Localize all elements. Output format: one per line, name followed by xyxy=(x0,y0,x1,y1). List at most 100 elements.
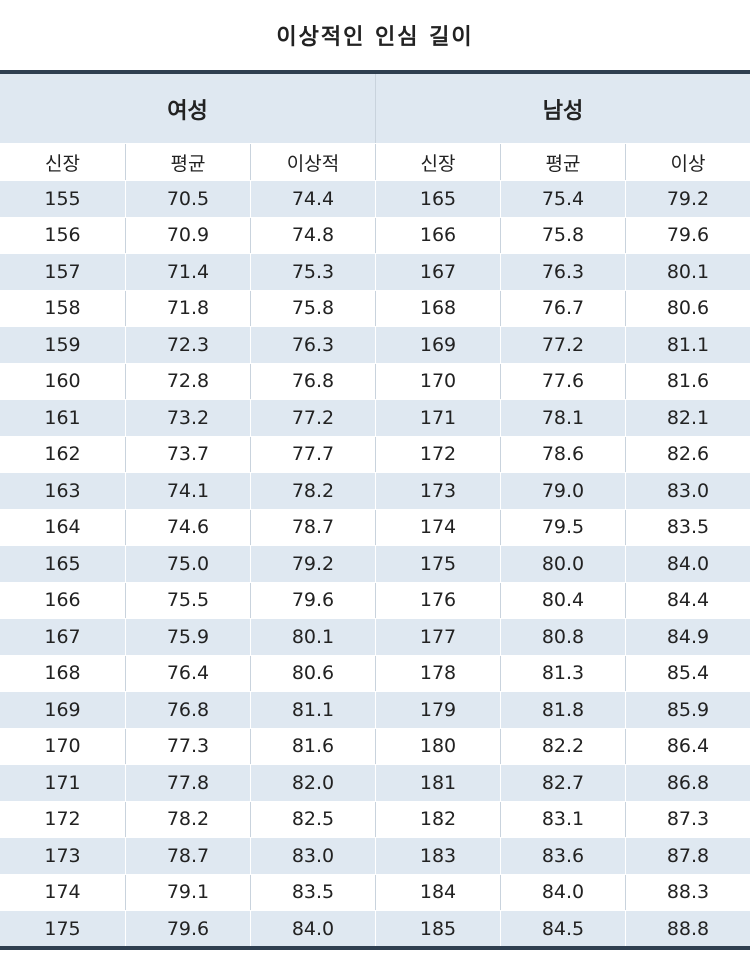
table-cell: 80.0 xyxy=(500,546,625,582)
table-row: 172 78.2 82.5 182 83.1 87.3 xyxy=(0,800,750,837)
table-cell: 83.6 xyxy=(500,838,625,874)
table-row: 166 75.5 79.6 176 80.4 84.4 xyxy=(0,581,750,618)
table-row: 156 70.9 74.8 166 75.8 79.6 xyxy=(0,216,750,253)
table-cell: 176 xyxy=(375,582,500,618)
table-cell: 161 xyxy=(44,406,81,429)
table-cell: 81.6 xyxy=(250,728,375,764)
table-cell: 178 xyxy=(375,655,500,691)
table-row: 169 76.8 81.1 179 81.8 85.9 xyxy=(0,691,750,728)
table-row: 163 74.1 78.2 173 79.0 83.0 xyxy=(0,472,750,509)
table-body: 155 70.5 74.4 165 75.4 79.2 156 70.9 74.8 166 75.8… xyxy=(0,180,750,946)
table-cell: 76.4 xyxy=(125,655,250,691)
table-cell: 73.2 xyxy=(125,400,250,436)
group-label: 남성 xyxy=(375,74,750,143)
table-cell: 82.7 xyxy=(500,765,625,801)
table-cell: 157 xyxy=(44,260,81,283)
table-cell: 80.6 xyxy=(625,290,750,326)
table-cell: 159 xyxy=(44,333,81,356)
table-cell: 76.8 xyxy=(125,692,250,728)
table-cell: 170 xyxy=(375,363,500,399)
table-cell: 81.6 xyxy=(625,363,750,399)
table-cell: 74.1 xyxy=(125,473,250,509)
table-cell: 78.2 xyxy=(250,473,375,509)
table-cell: 71.8 xyxy=(125,290,250,326)
table-cell: 74.4 xyxy=(250,181,375,217)
table-cell: 183 xyxy=(375,838,500,874)
title: 이상적인 인심 길이 xyxy=(276,25,474,50)
table-row: 175 79.6 84.0 185 84.5 88.8 xyxy=(0,910,750,946)
table-cell: 73.7 xyxy=(125,436,250,472)
table-cell: 174 xyxy=(44,881,81,904)
column-label: 이상 xyxy=(625,144,750,180)
group-label: 여성 xyxy=(167,98,208,124)
table-cell: 83.0 xyxy=(625,473,750,509)
column-label: 평균 xyxy=(125,144,250,180)
table-cell: 71.4 xyxy=(125,254,250,290)
column-label: 신장 xyxy=(375,144,500,180)
table-cell: 75.9 xyxy=(125,619,250,655)
table-cell: 80.1 xyxy=(625,254,750,290)
table-cell: 79.5 xyxy=(500,509,625,545)
table-cell: 75.4 xyxy=(500,181,625,217)
table-cell: 165 xyxy=(375,181,500,217)
table-cell: 168 xyxy=(44,662,81,685)
table-cell: 83.5 xyxy=(625,509,750,545)
table-row: 167 75.9 80.1 177 80.8 84.9 xyxy=(0,618,750,655)
table-cell: 173 xyxy=(375,473,500,509)
table-cell: 171 xyxy=(375,400,500,436)
table-cell: 79.6 xyxy=(125,911,250,946)
table-cell: 180 xyxy=(375,728,500,764)
table-cell: 82.2 xyxy=(500,728,625,764)
table-cell: 88.3 xyxy=(625,874,750,910)
table-cell: 83.1 xyxy=(500,801,625,837)
table-row: 171 77.8 82.0 181 82.7 86.8 xyxy=(0,764,750,801)
column-label: 이상적 xyxy=(250,144,375,180)
table-cell: 81.8 xyxy=(500,692,625,728)
table-cell: 79.6 xyxy=(250,582,375,618)
table-cell: 155 xyxy=(44,187,81,210)
table-cell: 173 xyxy=(44,844,81,867)
table-cell: 80.8 xyxy=(500,619,625,655)
table-cell: 160 xyxy=(44,370,81,393)
table-cell: 77.8 xyxy=(125,765,250,801)
table-cell: 84.4 xyxy=(625,582,750,618)
table-cell: 182 xyxy=(375,801,500,837)
table-row: 173 78.7 83.0 183 83.6 87.8 xyxy=(0,837,750,874)
table-cell: 80.6 xyxy=(250,655,375,691)
table-cell: 74.6 xyxy=(125,509,250,545)
table-cell: 84.0 xyxy=(250,911,375,946)
table-cell: 83.0 xyxy=(250,838,375,874)
table-row: 170 77.3 81.6 180 82.2 86.4 xyxy=(0,727,750,764)
table-cell: 86.4 xyxy=(625,728,750,764)
table-cell: 163 xyxy=(44,479,81,502)
table-cell: 75.8 xyxy=(500,217,625,253)
table-cell: 84.0 xyxy=(625,546,750,582)
table-cell: 75.0 xyxy=(125,546,250,582)
table-cell: 84.5 xyxy=(500,911,625,946)
table-cell: 82.1 xyxy=(625,400,750,436)
table-row: 168 76.4 80.6 178 81.3 85.4 xyxy=(0,654,750,691)
table-cell: 167 xyxy=(44,625,81,648)
table-cell: 83.5 xyxy=(250,874,375,910)
table-cell: 74.8 xyxy=(250,217,375,253)
table-cell: 79.2 xyxy=(250,546,375,582)
table-cell: 76.8 xyxy=(250,363,375,399)
table-cell: 166 xyxy=(375,217,500,253)
table-row: 158 71.8 75.8 168 76.7 80.6 xyxy=(0,289,750,326)
table-row: 161 73.2 77.2 171 78.1 82.1 xyxy=(0,399,750,436)
table-row: 155 70.5 74.4 165 75.4 79.2 xyxy=(0,180,750,217)
table-cell: 79.2 xyxy=(625,181,750,217)
table-cell: 78.1 xyxy=(500,400,625,436)
table-cell: 184 xyxy=(375,874,500,910)
table-cell: 77.7 xyxy=(250,436,375,472)
bottom-rule xyxy=(0,946,750,950)
table-cell: 85.4 xyxy=(625,655,750,691)
table-cell: 77.2 xyxy=(250,400,375,436)
table-cell: 174 xyxy=(375,509,500,545)
table-cell: 84.0 xyxy=(500,874,625,910)
table-cell: 175 xyxy=(44,917,81,940)
column-label: 신장 xyxy=(45,152,80,175)
table-cell: 181 xyxy=(375,765,500,801)
table-cell: 76.3 xyxy=(500,254,625,290)
table-cell: 168 xyxy=(375,290,500,326)
